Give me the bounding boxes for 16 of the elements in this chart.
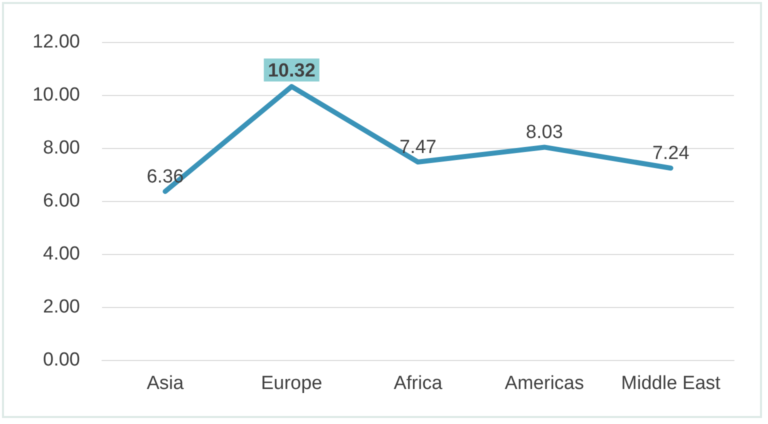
y-tick-label: 8.00 xyxy=(43,138,80,158)
y-tick-label: 0.00 xyxy=(43,350,80,370)
x-tick-label: Asia xyxy=(146,373,184,394)
x-tick-label: Africa xyxy=(394,373,443,394)
y-tick-label: 12.00 xyxy=(32,32,80,52)
y-tick-label: 10.00 xyxy=(32,84,80,106)
y-tick-label: 2.00 xyxy=(43,296,80,318)
y-tick-label: 4.00 xyxy=(43,244,80,264)
x-tick-label: Europe xyxy=(260,373,322,394)
x-tick-label: Americas xyxy=(504,373,584,394)
data-label: 8.03 xyxy=(526,122,563,144)
data-label: 7.47 xyxy=(400,137,436,158)
data-label: 7.24 xyxy=(652,143,690,164)
data-label: 10.32 xyxy=(268,60,316,82)
x-tick-label: Middle East xyxy=(621,373,722,394)
y-tick-label: 6.00 xyxy=(43,190,80,212)
